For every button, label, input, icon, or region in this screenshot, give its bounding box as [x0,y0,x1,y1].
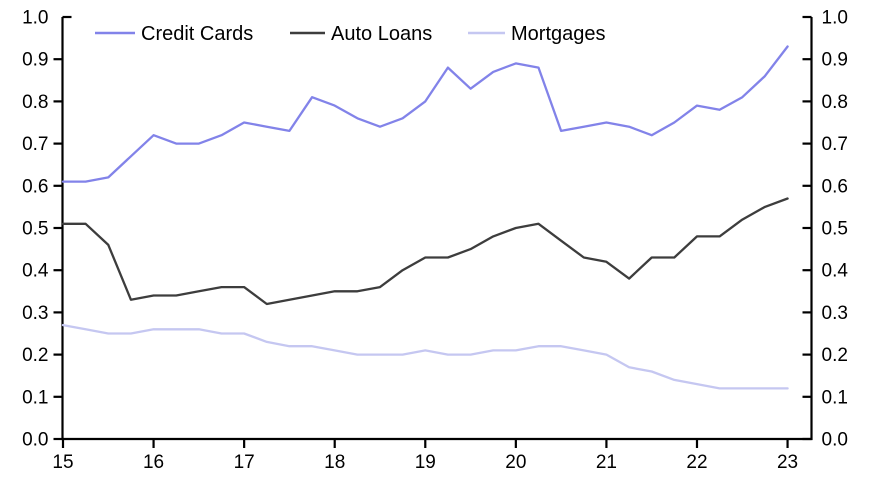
x-axis-tick-label: 15 [52,452,73,473]
x-axis-tick-label: 22 [686,452,707,473]
legend-label-mortgages: Mortgages [511,23,606,45]
plot-frame [61,17,813,441]
series-line-3 [61,323,789,390]
y-axis-tick-label-left: 0.4 [22,261,49,282]
x-axis-tick-label: 19 [415,452,436,473]
y-axis-tick-label-right: 0.5 [822,219,848,240]
x-axis-tick-label: 16 [143,452,164,473]
y-axis-tick-label-left: 0.3 [22,303,48,324]
legend: Credit Cards Auto Loans Mortgages [95,23,606,45]
y-axis-tick-label-left: 0.9 [22,50,48,71]
y-axis-tick-label-left: 0.0 [22,430,48,451]
x-axis: 15 16 17 18 19 20 21 22 23 [52,439,798,473]
y-axis-tick-label-left: 0.8 [22,92,48,113]
x-axis-tick-label: 18 [324,452,345,473]
y-axis-tick-label-left: 0.6 [22,176,48,197]
series-auto-loans [61,197,789,306]
y-axis-tick-label-right: 0.0 [822,430,848,451]
y-axis-tick-label-left: 0.1 [22,387,48,408]
y-axis-tick-label-left: 0.2 [22,345,48,366]
y-axis-tick-label-right: 0.7 [822,134,848,155]
y-axis-tick-label-right: 0.1 [822,387,848,408]
y-axis-tick-label-right: 0.3 [822,303,848,324]
y-axis-tick-label-right: 0.6 [822,176,848,197]
y-axis-right: 0.0 0.1 0.2 0.3 0.4 0.5 0.6 0.7 0.8 0.9 1.0 [802,8,849,451]
legend-label-auto-loans: Auto Loans [331,23,432,45]
y-axis-tick-label-right: 1.0 [822,8,848,29]
series-credit-cards [61,45,789,183]
y-axis-tick-label-right: 0.2 [822,345,848,366]
x-axis-tick-label: 21 [596,452,617,473]
legend-label-credit-cards: Credit Cards [141,23,253,45]
series-mortgages [61,323,789,390]
y-axis-tick-label-right: 0.9 [822,50,848,71]
y-axis-tick-label-left: 0.5 [22,219,48,240]
x-axis-tick-label: 17 [234,452,255,473]
y-axis-tick-label-left: 1.0 [22,8,48,29]
x-axis-tick-label: 23 [777,452,798,473]
y-axis-tick-label-right: 0.8 [822,92,848,113]
x-axis-tick-label: 20 [505,452,526,473]
y-axis-tick-label-right: 0.4 [822,261,849,282]
y-axis-left: 0.0 0.1 0.2 0.3 0.4 0.5 0.6 0.7 0.8 0.9 1.0 [22,8,72,451]
series-line-2 [61,197,789,306]
series-line-1 [61,45,789,183]
y-axis-tick-label-left: 0.7 [22,134,48,155]
